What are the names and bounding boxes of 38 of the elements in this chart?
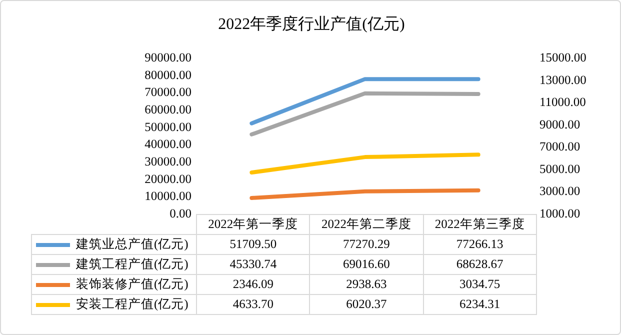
y-tick-label: 30000.00 (144, 154, 192, 168)
y-tick-label: 0.00 (170, 206, 192, 220)
data-label: 2938.63 (310, 274, 424, 294)
data-label: 69016.60 (310, 254, 424, 274)
y2-tick-label: 9000.00 (540, 117, 580, 132)
y-tick-label: 20000.00 (144, 172, 192, 186)
legend-label: 安装工程产值(亿元) (32, 294, 196, 314)
legend-label: 装饰装修产值(亿元) (32, 274, 196, 294)
y-tick-label: 10000.00 (144, 189, 192, 204)
data-label: 2346.09 (196, 274, 310, 294)
y2-tick-label: 1000.00 (540, 206, 580, 220)
data-label: 4633.70 (196, 294, 310, 314)
data-label: 6234.31 (423, 294, 536, 314)
data-label: 77270.29 (310, 234, 424, 254)
y2-tick-label: 5000.00 (540, 162, 580, 176)
data-label: 51709.50 (196, 234, 310, 254)
chart-title: 2022年季度行业产值(亿元) (217, 14, 406, 35)
y-tick-label: 50000.00 (144, 120, 192, 134)
x-tick-label: 2022年第二季度 (310, 214, 424, 234)
y-tick-label: 90000.00 (144, 50, 192, 64)
y2-tick-label: 7000.00 (540, 140, 580, 154)
data-label: 68628.67 (423, 254, 536, 274)
y-tick-label: 60000.00 (144, 102, 192, 116)
data-label: 6020.37 (310, 294, 424, 314)
legend-label: 建筑业总产值(亿元) (32, 234, 196, 254)
y2-tick-label: 11000.00 (540, 95, 586, 110)
x-tick-label: 2022年第三季度 (423, 214, 536, 234)
data-label: 45330.74 (196, 254, 310, 274)
x-tick-label: 2022年第一季度 (196, 214, 310, 234)
y2-tick-label: 15000.00 (540, 50, 586, 64)
y-tick-label: 70000.00 (144, 85, 192, 100)
y-tick-label: 80000.00 (144, 68, 192, 82)
y2-tick-label: 13000.00 (540, 72, 586, 87)
data-label: 3034.75 (423, 274, 536, 294)
y-tick-label: 40000.00 (144, 137, 192, 152)
legend-label: 建筑工程产值(亿元) (32, 254, 196, 274)
y2-tick-label: 3000.00 (540, 184, 580, 198)
data-label: 77266.13 (423, 234, 536, 254)
